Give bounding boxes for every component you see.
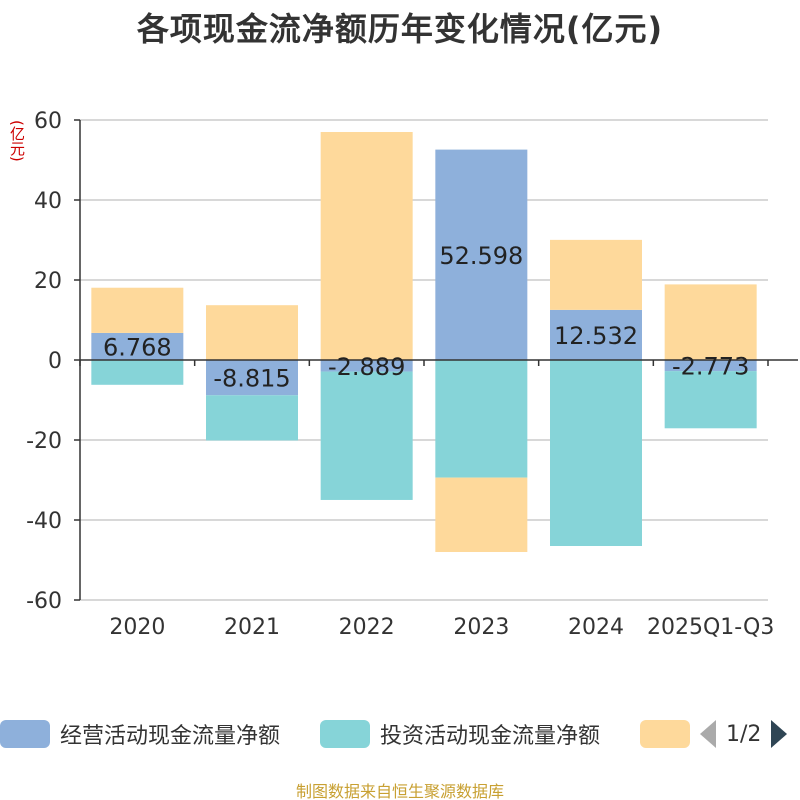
legend-swatch-operating	[0, 720, 50, 748]
y-tick-label: 60	[34, 109, 62, 134]
bar-series0-2025q1-q3[interactable]	[664, 360, 757, 372]
bar-series2-2021[interactable]	[206, 305, 298, 360]
axes: 60 40 20 0 -20 -40 -60 2020 2021 2022 2023 2024 2025…	[26, 109, 798, 640]
bar-value-label: 12.532	[554, 322, 638, 350]
pager-text: 1/2	[726, 721, 762, 747]
bar-series0-2020[interactable]	[91, 332, 184, 360]
grid-lines	[80, 119, 768, 601]
bar-series1-2025q1-q3[interactable]	[664, 371, 757, 429]
legend-swatch-financing	[640, 720, 690, 748]
bar-series1-2020[interactable]	[91, 360, 184, 385]
bar-series1-2023[interactable]	[435, 360, 528, 478]
y-tick-label: -60	[26, 589, 62, 614]
bar-series0-2022[interactable]	[320, 360, 413, 372]
y-tick-label: 40	[34, 189, 62, 214]
bar-series1-2024[interactable]	[550, 360, 642, 546]
bars	[91, 132, 757, 552]
bar-value-label: -2.773	[672, 353, 749, 381]
pager-prev-icon[interactable]	[700, 720, 716, 748]
bar-series2-2023[interactable]	[435, 477, 528, 552]
pager-next-icon[interactable]	[771, 720, 788, 748]
x-tick-label: 2023	[453, 615, 509, 640]
bar-series2-2020[interactable]	[91, 287, 184, 333]
y-tick-label: -20	[26, 429, 62, 454]
y-axis-unit: (亿元)	[8, 120, 26, 162]
bar-value-label: -2.889	[328, 353, 405, 381]
bar-value-label: -8.815	[213, 365, 290, 393]
legend-label-investing: 投资活动现金流量净额	[380, 724, 601, 749]
legend-item-operating[interactable]: 经营活动现金流量净额	[0, 718, 280, 750]
chart-title: 各项现金流净额历年变化情况(亿元)	[136, 10, 664, 48]
bar-series2-2024[interactable]	[550, 239, 642, 310]
bar-series2-2025q1-q3[interactable]	[664, 284, 757, 360]
y-tick-label: 0	[48, 349, 62, 374]
y-tick-label: 20	[34, 269, 62, 294]
x-tick-label: 2025Q1-Q3	[647, 615, 774, 640]
bar-series0-2024[interactable]	[550, 309, 642, 360]
data-labels: 6.768 -8.815 -2.889 52.598 12.532 -2.773	[103, 242, 749, 393]
y-tick-label: -40	[26, 509, 62, 534]
legend: 经营活动现金流量净额 投资活动现金流量净额 1/2	[0, 712, 800, 756]
bar-series0-2023[interactable]	[435, 149, 528, 360]
x-tick-label: 2022	[339, 615, 395, 640]
bar-series1-2021[interactable]	[206, 395, 298, 441]
bar-value-label: 6.768	[103, 333, 172, 361]
legend-label-operating: 经营活动现金流量净额	[60, 724, 281, 749]
x-tick-label: 2020	[109, 615, 165, 640]
x-tick-label: 2021	[224, 615, 280, 640]
legend-pager: 1/2	[700, 718, 788, 750]
legend-swatch-investing	[320, 720, 370, 748]
x-tick-label: 2024	[568, 615, 624, 640]
bar-value-label: 52.598	[439, 242, 523, 270]
bar-chart: 60 40 20 0 -20 -40 -60 2020 2021 2022 2023 2024 2025…	[26, 109, 798, 640]
bar-series1-2022[interactable]	[320, 371, 413, 500]
source-note: 制图数据来自恒生聚源数据库	[295, 782, 504, 800]
legend-item-investing[interactable]: 投资活动现金流量净额	[320, 718, 600, 750]
legend-item-financing[interactable]	[640, 718, 690, 750]
bar-series2-2022[interactable]	[320, 132, 413, 360]
bar-series0-2021[interactable]	[206, 360, 298, 396]
